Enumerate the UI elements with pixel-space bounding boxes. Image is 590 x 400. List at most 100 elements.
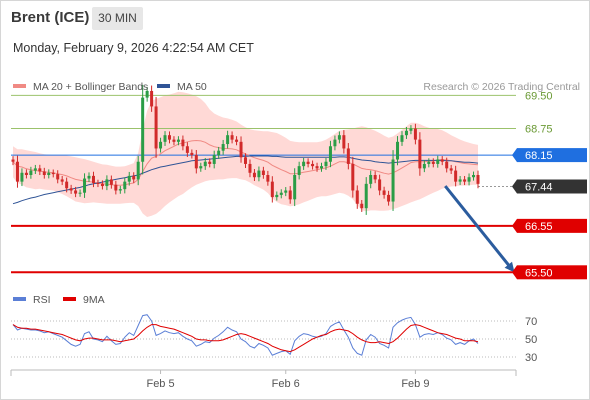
support-tag [517,218,587,233]
candle-body [409,128,413,131]
candle-body [20,172,24,182]
forecast-arrow-head [504,261,515,273]
candle-body [96,182,100,184]
candle-body [24,172,28,175]
candle-body [105,179,109,187]
candle-body [436,159,440,164]
resistance-label: 69.50 [525,90,553,102]
candle-body [132,175,136,180]
candle-body [33,168,37,171]
candle-body [172,139,176,142]
candle-body [324,161,328,167]
x-tick-label: Feb 9 [401,378,429,390]
candle-body [458,179,462,182]
candle-body [199,166,203,169]
candle-body [315,166,319,169]
rsi-tick-label: 50 [525,334,537,346]
support-label: 66.55 [525,221,553,233]
candle-body [136,161,140,180]
candle-body [185,146,189,153]
candle-body [141,97,145,162]
candle-body [364,183,368,209]
candle-body [284,190,288,193]
candle-body [74,190,78,194]
rsi-legend-label: 9MA [83,294,105,306]
candle-body [391,159,395,202]
rsi-legend-swatch [13,297,26,301]
candle-body [404,130,408,136]
rsi-tick-label: 30 [525,352,537,364]
candle-body [293,175,297,200]
instrument-title: Brent (ICE) [11,9,90,26]
candle-body [150,90,154,107]
support-tag-pointer [512,218,517,233]
candle-body [396,141,400,160]
candle-body [244,157,247,164]
candle-body [176,139,180,142]
candle-body [422,163,426,169]
candle-body [328,146,332,162]
candle-body [65,181,69,189]
candle-body [208,161,212,164]
candle-body [440,159,444,162]
candle-body [203,161,207,167]
candle-body [427,161,431,164]
pivot-tag [517,148,587,163]
x-tick-label: Feb 6 [272,378,300,390]
candle-body [194,155,198,169]
candle-body [38,168,42,172]
candle-body [114,184,118,191]
candle-body [212,155,216,164]
current-tag [517,179,587,194]
candle-body [472,175,476,178]
candle-body [418,139,422,169]
candle-body [11,159,15,162]
candle-body [78,192,82,194]
candle-body [288,190,292,200]
candle-body [252,172,256,178]
forecast-arrow-shaft [444,185,514,271]
candle-body [297,166,301,175]
candle-body [15,161,19,182]
candle-body [167,135,171,140]
candle-body [333,139,337,147]
candle-body [226,135,230,145]
candle-body [56,174,60,180]
candle-body [235,139,239,142]
candle-body [91,175,95,183]
candle-body [217,150,221,156]
current-tag-pointer [512,179,517,194]
candle-body [248,163,252,173]
legend-swatch [157,84,170,88]
candle-body [230,135,234,140]
chart-header: Brent (ICE) 30 MIN [0,0,590,36]
candle-body [47,172,51,175]
candle-body [109,179,113,185]
candle-body [163,135,167,142]
candle-body [355,190,359,204]
candle-body [369,175,373,184]
candle-body [181,139,185,147]
legend-label: MA 50 [177,81,207,93]
legend-swatch [13,84,26,88]
candle-body [400,135,404,142]
candle-body [449,168,453,171]
x-tick-label: Feb 5 [146,378,174,390]
support-tag [517,265,587,280]
rsi-legend-swatch [63,297,76,301]
candle-body [342,135,346,149]
candle-body [378,179,382,191]
rsi-legend-label: RSI [33,294,51,306]
candle-body [275,194,279,198]
rsi-tick-label: 70 [525,316,537,328]
rsi-line [12,314,479,356]
candle-body [351,163,355,191]
candle-body [311,163,315,167]
candle-body [373,175,377,180]
candle-body [413,128,417,140]
candle-body [270,181,274,198]
candle-body [221,144,225,151]
interval-badge[interactable]: 30 MIN [92,7,143,30]
candle-body [154,106,158,149]
